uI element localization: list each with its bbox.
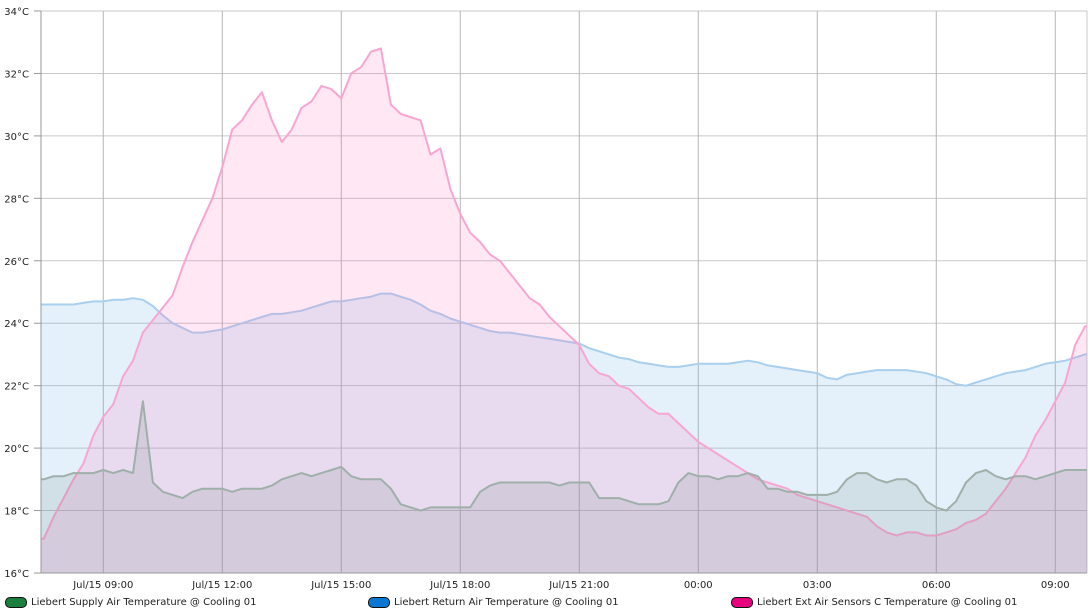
- x-tick-label: Jul/15 09:00: [72, 580, 133, 591]
- series-line-2: [41, 400, 1087, 512]
- x-tick-label: 09:00: [1041, 580, 1070, 591]
- x-tick-label: 06:00: [922, 580, 951, 591]
- y-tick-label: 28°C: [4, 194, 29, 205]
- series-areas: [41, 47, 1087, 573]
- x-tick-label: Jul/15 15:00: [310, 580, 371, 591]
- series-area-1: [41, 48, 1087, 573]
- axes: 16°C 18°C 20°C 22°C 24°C 26°C 28°C 30°C 32°C 34°C…: [4, 7, 1087, 591]
- x-tick-label: Jul/15 12:00: [191, 580, 252, 591]
- series-line-0: [41, 292, 1087, 387]
- grid: [41, 10, 1088, 574]
- legend: Liebert Supply Air Temperature @ Cooling…: [0, 597, 1091, 613]
- legend-label: Liebert Return Air Temperature @ Cooling…: [394, 597, 619, 608]
- series-area-2: [41, 401, 1087, 573]
- legend-label: Liebert Ext Air Sensors C Temperature @ …: [757, 597, 1018, 608]
- y-tick-label: 30°C: [4, 132, 29, 143]
- y-tick-label: 34°C: [4, 7, 29, 18]
- legend-swatch: [368, 597, 390, 608]
- temperature-chart: 16°C 18°C 20°C 22°C 24°C 26°C 28°C 30°C 32°C 34°C…: [4, 7, 1088, 591]
- x-tick-label: Jul/15 18:00: [429, 580, 490, 591]
- y-tick-label: 32°C: [4, 69, 29, 80]
- y-tick-label: 22°C: [4, 382, 29, 393]
- y-tick-label: 24°C: [4, 319, 29, 330]
- y-tick-label: 18°C: [4, 507, 29, 518]
- y-tick-label: 16°C: [4, 569, 29, 580]
- legend-item-ext-air[interactable]: Liebert Ext Air Sensors C Temperature @ …: [731, 597, 1017, 608]
- x-tick-label: 03:00: [803, 580, 832, 591]
- legend-item-supply[interactable]: Liebert Supply Air Temperature @ Cooling…: [5, 597, 256, 608]
- x-tick-label: Jul/15 21:00: [548, 580, 609, 591]
- legend-item-return[interactable]: Liebert Return Air Temperature @ Cooling…: [368, 597, 619, 608]
- y-tick-label: 26°C: [4, 257, 29, 268]
- x-tick-label: 00:00: [684, 580, 713, 591]
- legend-label: Liebert Supply Air Temperature @ Cooling…: [31, 597, 257, 608]
- series-line-1: [41, 47, 1087, 540]
- legend-swatch: [5, 597, 27, 608]
- y-tick-label: 20°C: [4, 444, 29, 455]
- legend-swatch: [731, 597, 753, 608]
